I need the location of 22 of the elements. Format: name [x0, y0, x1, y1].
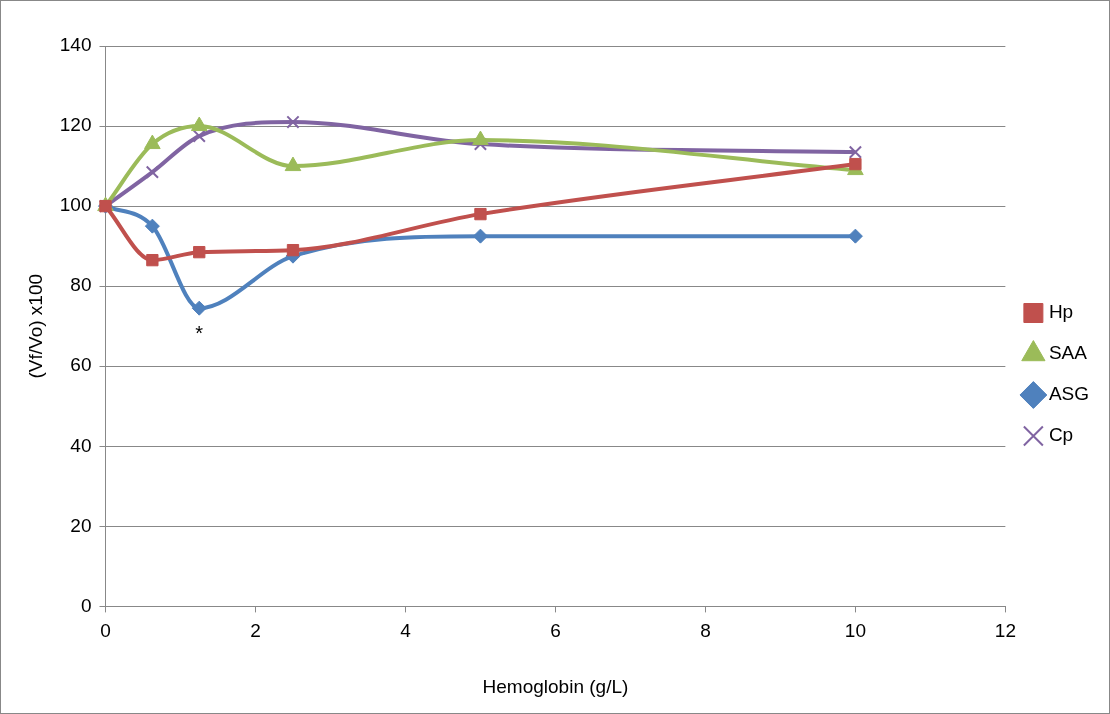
y-tick-label: 40 — [70, 434, 92, 456]
x-tick-label: 6 — [550, 620, 561, 642]
x-tick-label: 8 — [700, 620, 711, 642]
y-tick-label: 140 — [59, 34, 92, 56]
annotation: * — [195, 321, 204, 344]
y-tick-label: 0 — [80, 594, 92, 616]
y-tick-label: 80 — [70, 274, 92, 296]
legend-label: Hp — [1048, 301, 1074, 323]
y-axis-title: (Vf/Vo) x100 — [24, 273, 46, 379]
y-tick-label: 20 — [70, 514, 92, 536]
legend-label: ASG — [1048, 383, 1089, 405]
x-tick-label: 2 — [250, 620, 261, 642]
x-tick-label: 10 — [844, 620, 866, 642]
x-tick-label: 4 — [400, 620, 412, 642]
legend-label: SAA — [1048, 342, 1088, 364]
x-axis-title: Hemoglobin (g/L) — [482, 675, 629, 697]
x-tick-label: 12 — [994, 620, 1016, 642]
y-tick-label: 60 — [70, 354, 92, 376]
legend-label: Cp — [1048, 424, 1074, 446]
y-tick-label: 100 — [59, 194, 92, 216]
x-tick-label: 0 — [100, 620, 111, 642]
y-tick-label: 120 — [59, 114, 92, 136]
